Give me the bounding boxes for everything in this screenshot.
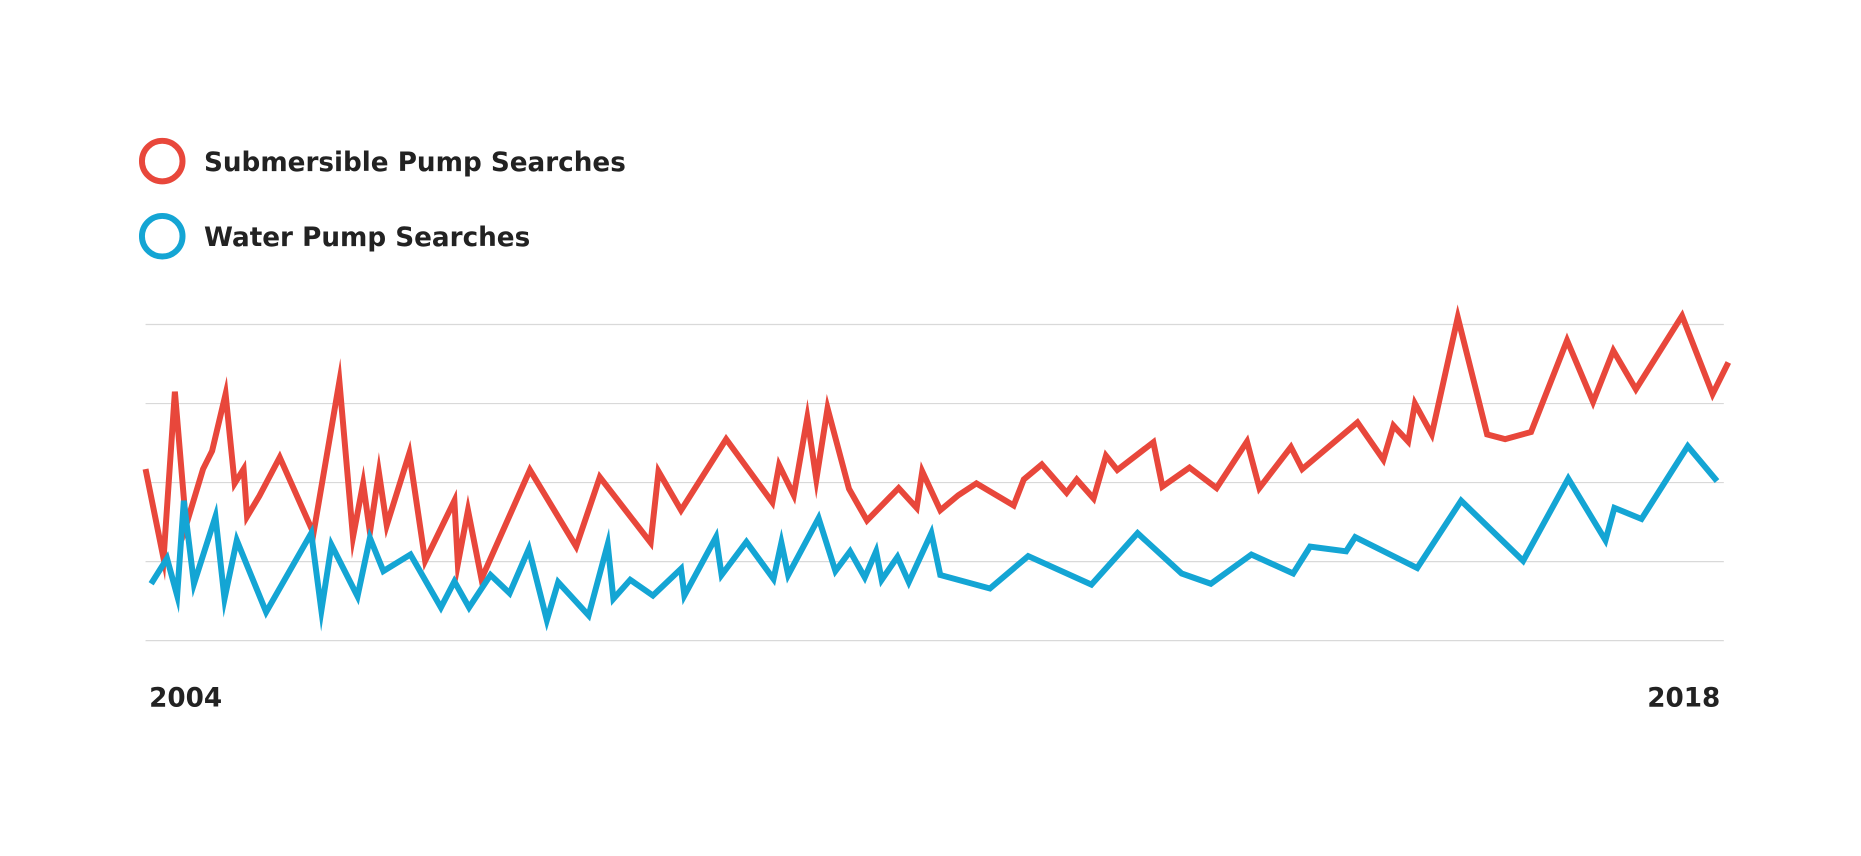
x-tick-label: 2018 [1647, 684, 1720, 714]
legend-label: Water Pump Searches [204, 223, 530, 253]
legend-marker [138, 212, 186, 260]
series-line [148, 441, 1720, 632]
legend-marker [138, 137, 186, 185]
legend-label: Submersible Pump Searches [204, 148, 626, 178]
x-tick-label: 2004 [149, 684, 222, 714]
series-line [142, 304, 1732, 589]
